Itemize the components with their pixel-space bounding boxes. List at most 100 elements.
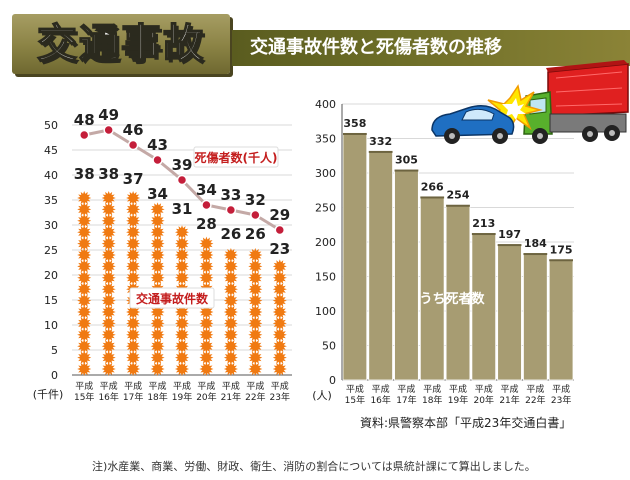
right-bar-value-label: 197	[498, 228, 521, 241]
left-bar-starburst	[150, 213, 165, 228]
left-bar-starburst	[101, 236, 116, 251]
left-bar-starburst	[248, 327, 263, 342]
left-line-point	[103, 124, 114, 136]
left-x-tick-label: 平成	[173, 380, 191, 392]
legend-label-bg	[129, 287, 215, 309]
left-bar-starburst	[101, 213, 116, 228]
right-x-tick-label: 16年	[370, 394, 390, 406]
left-bar-starburst	[272, 259, 287, 274]
left-bar-starburst	[126, 339, 141, 354]
left-bar-accidents	[248, 248, 263, 376]
left-x-tick-label: 平成	[197, 380, 215, 392]
left-y-tick-label: 40	[44, 169, 58, 182]
left-y-tick-label: 5	[51, 344, 58, 357]
left-bar-starburst	[150, 236, 165, 251]
left-bar-starburst	[77, 282, 92, 297]
left-bar-accidents	[272, 259, 287, 376]
left-bar-starburst	[199, 259, 214, 274]
left-bar-starburst	[77, 248, 92, 262]
right-bar-deaths	[394, 169, 419, 381]
left-bar-starburst	[126, 350, 141, 365]
right-y-tick-label: 0	[329, 374, 336, 387]
right-bar-value-label: 358	[343, 117, 366, 130]
truck-icon	[523, 60, 629, 144]
right-x-tick-label: 平成	[346, 383, 364, 395]
left-bar-starburst	[101, 293, 116, 308]
left-bar-starburst	[150, 316, 165, 331]
left-bar-value-label: 28	[196, 215, 217, 233]
left-bar-value-label: 38	[74, 165, 95, 183]
left-line-value-label: 46	[123, 121, 144, 139]
right-bar-value-label: 305	[395, 154, 418, 167]
left-bar-starburst	[77, 270, 92, 285]
left-bar-starburst	[199, 350, 214, 365]
left-y-tick-label: 25	[44, 244, 58, 257]
left-bar-starburst	[77, 316, 92, 331]
left-bar-starburst	[126, 191, 141, 205]
left-bar-starburst	[101, 350, 116, 365]
left-line-point	[152, 154, 163, 166]
right-x-tick-label: 22年	[525, 394, 545, 406]
left-bar-value-label: 31	[172, 200, 193, 218]
legend-label-bg	[193, 146, 279, 168]
left-bar-starburst	[272, 362, 287, 376]
left-x-tick-label: 平成	[271, 380, 289, 392]
left-x-tick-label: 23年	[270, 391, 290, 403]
left-legend-casualties: 死傷者数(千人)	[193, 146, 279, 168]
left-bar-value-label: 26	[245, 225, 266, 243]
right-x-tick-label: 15年	[345, 394, 365, 406]
left-bar-starburst	[101, 339, 116, 354]
left-bar-starburst	[223, 282, 238, 297]
left-bar-starburst	[77, 236, 92, 251]
car-icon	[431, 105, 515, 144]
left-bar-starburst	[175, 339, 189, 354]
right-y-tick-label: 50	[322, 340, 336, 353]
left-bar-starburst	[77, 350, 92, 365]
left-bar-starburst	[199, 270, 214, 285]
right-x-tick-label: 平成	[475, 383, 493, 395]
right-y-tick-label: 250	[315, 202, 336, 215]
left-bar-value-label: 23	[269, 240, 290, 258]
left-bar-starburst	[272, 270, 287, 285]
right-x-tick-label: 19年	[448, 394, 468, 406]
left-y-axis-unit: (千件)	[33, 388, 64, 401]
right-bar-cap	[471, 233, 496, 236]
left-bar-starburst	[248, 248, 263, 262]
right-chart-text: 050100150200250300350400(人)3583323052662…	[312, 98, 572, 406]
right-bar-value-label: 254	[447, 189, 470, 202]
right-bar-cap	[446, 204, 470, 207]
left-x-tick-label: 18年	[147, 391, 167, 403]
left-bar-starburst	[175, 259, 189, 274]
right-bar-deaths	[419, 196, 445, 381]
left-bar-starburst	[150, 339, 165, 354]
left-legend-accidents: 交通事故件数	[129, 287, 215, 309]
left-bar-value-label: 37	[123, 170, 144, 188]
left-bar-starburst	[77, 213, 92, 228]
left-bar-starburst	[175, 248, 189, 262]
left-x-tick-label: 平成	[100, 380, 118, 392]
left-bar-starburst	[175, 225, 189, 240]
left-line-point	[78, 129, 90, 141]
right-y-tick-label: 150	[315, 271, 336, 284]
left-bar-starburst	[175, 327, 189, 342]
left-bar-starburst	[150, 225, 165, 240]
right-bar-value-label: 266	[421, 180, 444, 193]
left-bar-starburst	[150, 248, 165, 262]
left-bar-starburst	[248, 316, 263, 331]
left-bar-starburst	[126, 316, 141, 331]
right-bar-deaths	[368, 150, 393, 381]
legend-label-accidents: 交通事故件数	[136, 291, 209, 306]
left-bar-starburst	[101, 327, 116, 342]
right-x-tick-label: 23年	[551, 394, 571, 406]
right-bar-deaths	[497, 243, 522, 381]
left-bar-starburst	[199, 339, 214, 354]
right-x-tick-label: 平成	[372, 383, 390, 395]
right-y-tick-label: 400	[315, 98, 336, 111]
page-title: 交通事故	[36, 20, 205, 68]
left-bar-starburst	[101, 191, 116, 205]
right-bar-value-label: 175	[550, 243, 573, 256]
left-bar-starburst	[175, 305, 189, 319]
right-bar-cap	[523, 253, 548, 256]
right-bar-value-label: 213	[472, 217, 495, 230]
